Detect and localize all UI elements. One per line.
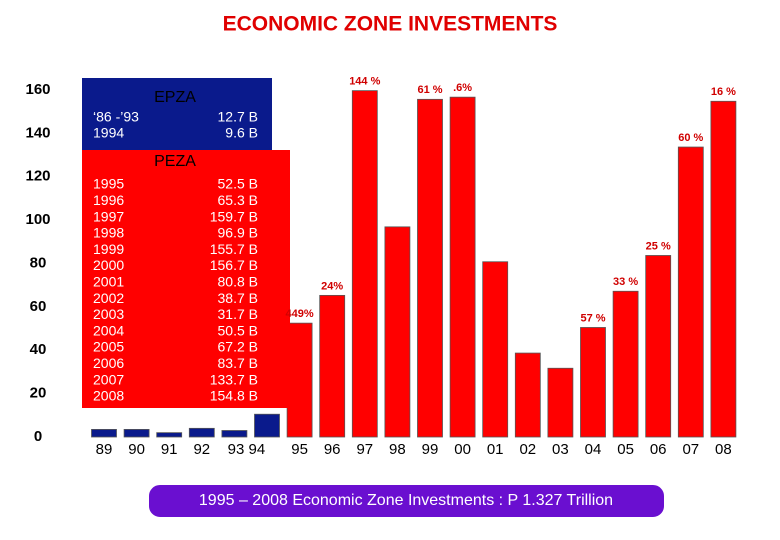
panel-value: 96.9 B xyxy=(218,225,258,241)
annotation: 24% xyxy=(321,280,343,292)
x-tick-label: 99 xyxy=(422,441,439,458)
x-tick-label: 96 xyxy=(324,441,341,458)
panel-value: 67.2 B xyxy=(218,339,258,355)
x-tick-label: 89 xyxy=(96,441,113,458)
bar xyxy=(482,261,509,438)
bar xyxy=(417,98,443,438)
panel-year: 2005 xyxy=(93,339,124,355)
bar xyxy=(580,327,606,438)
x-tick-label: 05 xyxy=(617,441,634,458)
panel-value: 9.6 B xyxy=(225,125,258,141)
y-tick-label: 100 xyxy=(25,211,50,228)
x-tick-label: 08 xyxy=(715,441,732,458)
x-tick-label: 98 xyxy=(389,441,406,458)
x-tick-label: 91 xyxy=(161,441,178,458)
y-tick-label: 0 xyxy=(34,428,42,445)
bar xyxy=(384,226,411,438)
footer-box xyxy=(147,483,666,519)
bar xyxy=(156,432,183,438)
bar xyxy=(514,352,541,438)
bar xyxy=(612,290,639,438)
panel-value: 52.5 B xyxy=(218,176,258,192)
panel-year: 1997 xyxy=(93,208,124,224)
bar xyxy=(254,413,280,438)
epza-panel xyxy=(82,78,272,150)
panel-value: 50.5 B xyxy=(218,322,258,338)
y-tick-label: 20 xyxy=(30,385,47,402)
bar xyxy=(91,429,117,438)
panel-value: 154.8 B xyxy=(210,388,258,404)
annotation: 57 % xyxy=(580,312,605,324)
panel-year: 1994 xyxy=(93,125,124,141)
annotation: 16 % xyxy=(711,86,736,98)
panel-year: 2000 xyxy=(93,257,124,273)
bar xyxy=(645,255,672,438)
panel-year: 2007 xyxy=(93,371,124,387)
x-tick-label: 01 xyxy=(487,441,504,458)
panel-year: 1996 xyxy=(93,192,124,208)
panel-value: 31.7 B xyxy=(218,306,258,322)
x-tick-label: 93 94 xyxy=(228,441,266,458)
panel-value: 38.7 B xyxy=(218,290,258,306)
peza-panel xyxy=(82,150,290,408)
annotation: 449% xyxy=(286,308,314,320)
bar xyxy=(449,96,476,438)
x-tick-label: 92 xyxy=(193,441,210,458)
annotation: 25 % xyxy=(646,240,671,252)
footer-text: 1995 – 2008 Economic Zone Investments : … xyxy=(199,492,613,509)
annotation: 144 % xyxy=(349,76,380,88)
x-tick-label: 90 xyxy=(128,441,145,458)
panel-value: 133.7 B xyxy=(210,371,258,387)
panel-value: 156.7 B xyxy=(210,257,258,273)
x-tick-label: 07 xyxy=(682,441,699,458)
bar xyxy=(188,427,215,438)
y-tick-label: 80 xyxy=(30,254,47,271)
panel-value: 159.7 B xyxy=(210,208,258,224)
panel-year: 2006 xyxy=(93,355,124,371)
bar xyxy=(547,367,574,438)
x-tick-label: 02 xyxy=(519,441,536,458)
panel-value: 155.7 B xyxy=(210,241,258,257)
x-tick-label: 04 xyxy=(585,441,602,458)
annotation: 33 % xyxy=(613,276,638,288)
panel-title: EPZA xyxy=(154,89,196,106)
y-tick-label: 160 xyxy=(25,81,50,98)
annotation: 61 % xyxy=(417,84,442,96)
panel-value: 12.7 B xyxy=(218,109,258,125)
y-tick-label: 60 xyxy=(30,298,47,315)
panel-value: 83.7 B xyxy=(218,355,258,371)
bar xyxy=(677,146,704,438)
annotation: .6% xyxy=(453,82,472,94)
bar xyxy=(351,90,378,438)
panel-year: 2008 xyxy=(93,388,124,404)
panel-year: 1999 xyxy=(93,241,124,257)
panel-value: 65.3 B xyxy=(218,192,258,208)
bar xyxy=(710,100,737,438)
panel-year: 2002 xyxy=(93,290,124,306)
bar xyxy=(123,429,150,438)
bar xyxy=(286,322,313,438)
chart-title: ECONOMIC ZONE INVESTMENTS xyxy=(223,13,558,36)
y-tick-label: 120 xyxy=(25,168,50,185)
panel-year: 1998 xyxy=(93,225,124,241)
panel-title: PEZA xyxy=(154,153,196,170)
y-tick-label: 40 xyxy=(30,341,47,358)
x-tick-label: 97 xyxy=(356,441,373,458)
bar xyxy=(319,294,346,438)
panel-year: ‘86 -’93 xyxy=(93,109,139,125)
x-tick-label: 95 xyxy=(291,441,308,458)
annotation: 60 % xyxy=(678,132,703,144)
x-tick-label: 03 xyxy=(552,441,569,458)
panel-value: 80.8 B xyxy=(218,274,258,290)
panel-year: 2004 xyxy=(93,322,124,338)
x-tick-label: 00 xyxy=(454,441,471,458)
panel-year: 2003 xyxy=(93,306,124,322)
y-tick-label: 140 xyxy=(25,124,50,141)
panel-year: 2001 xyxy=(93,274,124,290)
x-tick-label: 06 xyxy=(650,441,667,458)
bar xyxy=(221,430,248,438)
panel-year: 1995 xyxy=(93,176,124,192)
